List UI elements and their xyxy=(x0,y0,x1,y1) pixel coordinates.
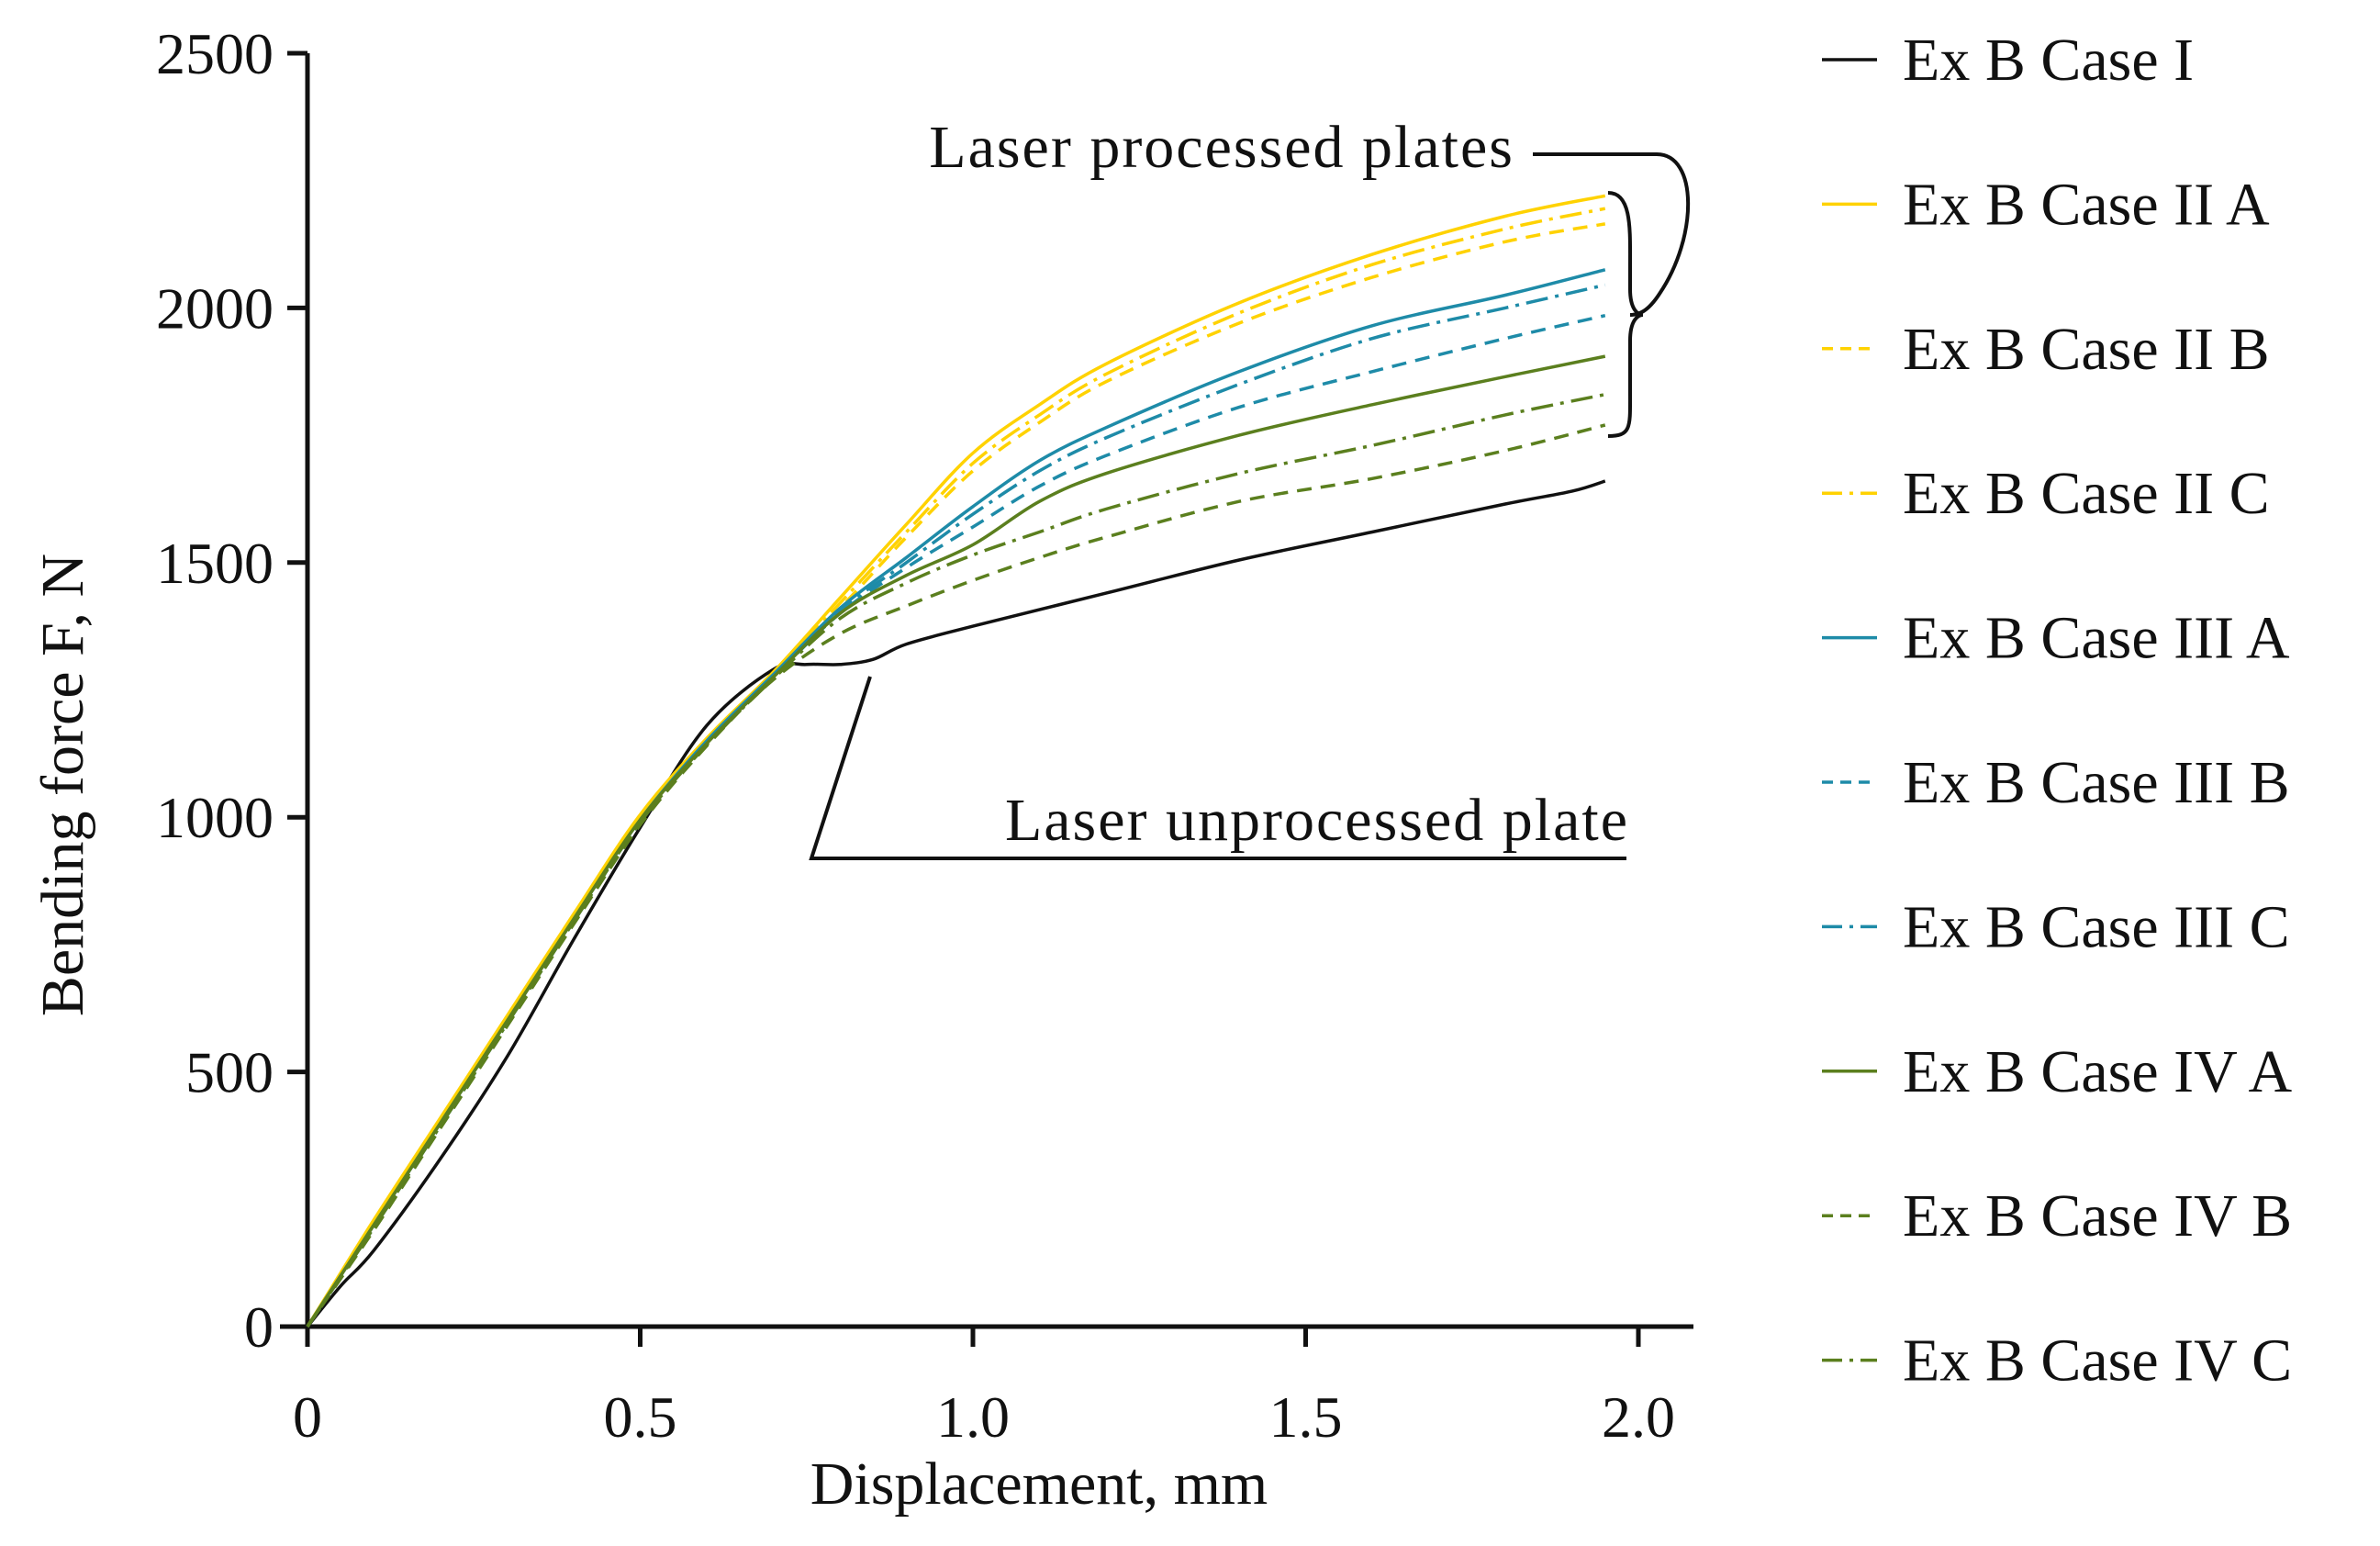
legend-item-ex-b-case-iii-a: Ex B Case III A xyxy=(1822,605,2290,672)
axes xyxy=(280,53,1693,1329)
legend: Ex B Case I Ex B Case II A Ex B Case II B E… xyxy=(1822,27,2292,1395)
ticks: 0 0.5 1.0 1.5 2.0 0 500 1000 1500 2000 2500 xyxy=(156,21,1675,1450)
legend-item-ex-b-case-ii-b: Ex B Case II B xyxy=(1822,316,2270,383)
series-line-ex-b-case-iv-a xyxy=(306,354,1606,1328)
series-line-ex-b-case-iv-c xyxy=(306,392,1606,1328)
y-axis-title: Bending force F, N xyxy=(29,554,96,1016)
legend-label: Ex B Case II C xyxy=(1903,460,2270,527)
annotation-unprocessed: Laser unprocessed plate xyxy=(1005,787,1629,854)
x-tick-label: 2.0 xyxy=(1602,1384,1675,1450)
y-tick-label: 1000 xyxy=(156,785,274,850)
legend-item-ex-b-case-iii-c: Ex B Case III C xyxy=(1822,893,2290,960)
y-tick-label: 2500 xyxy=(156,21,274,86)
legend-item-ex-b-case-ii-a: Ex B Case II A xyxy=(1822,171,2270,238)
legend-label: Ex B Case I xyxy=(1903,27,2194,94)
series-line-ex-b-case-ii-a xyxy=(306,194,1606,1328)
x-tick-label: 0.5 xyxy=(604,1384,677,1450)
annotation-processed-brace xyxy=(1607,191,1644,438)
series-line-ex-b-case-i xyxy=(306,479,1606,1328)
legend-label: Ex B Case II A xyxy=(1903,171,2270,238)
annotation-unprocessed-leader xyxy=(809,676,1626,860)
y-tick-label: 500 xyxy=(185,1040,274,1105)
legend-label: Ex B Case IV B xyxy=(1903,1182,2292,1249)
legend-label: Ex B Case II B xyxy=(1903,316,2270,383)
series-line-ex-b-case-ii-b xyxy=(306,222,1606,1328)
legend-item-ex-b-case-i: Ex B Case I xyxy=(1822,27,2194,94)
legend-label: Ex B Case IV C xyxy=(1903,1328,2292,1395)
legend-item-ex-b-case-iv-c: Ex B Case IV C xyxy=(1822,1328,2292,1395)
x-axis-title: Displacement, mm xyxy=(810,1451,1268,1518)
y-tick-label: 0 xyxy=(244,1294,274,1360)
annotation-processed: Laser processed plates xyxy=(929,114,1514,181)
x-tick-label: 0 xyxy=(293,1384,322,1450)
legend-label: Ex B Case III B xyxy=(1903,749,2290,816)
annotation-processed-leader xyxy=(1533,152,1691,317)
legend-label: Ex B Case III A xyxy=(1903,605,2290,672)
x-tick-label: 1.0 xyxy=(936,1384,1010,1450)
legend-item-ex-b-case-iv-a: Ex B Case IV A xyxy=(1822,1038,2292,1105)
y-tick-label: 1500 xyxy=(156,531,274,596)
legend-label: Ex B Case IV A xyxy=(1903,1038,2292,1105)
y-tick-label: 2000 xyxy=(156,275,274,341)
series-line-ex-b-case-ii-c xyxy=(306,207,1606,1328)
x-tick-label: 1.5 xyxy=(1269,1384,1343,1450)
series-layer xyxy=(306,194,1606,1328)
legend-label: Ex B Case III C xyxy=(1903,893,2290,960)
legend-item-ex-b-case-iii-b: Ex B Case III B xyxy=(1822,749,2290,816)
series-line-ex-b-case-iii-c xyxy=(306,283,1606,1328)
legend-item-ex-b-case-ii-c: Ex B Case II C xyxy=(1822,460,2270,527)
legend-item-ex-b-case-iv-b: Ex B Case IV B xyxy=(1822,1182,2292,1249)
